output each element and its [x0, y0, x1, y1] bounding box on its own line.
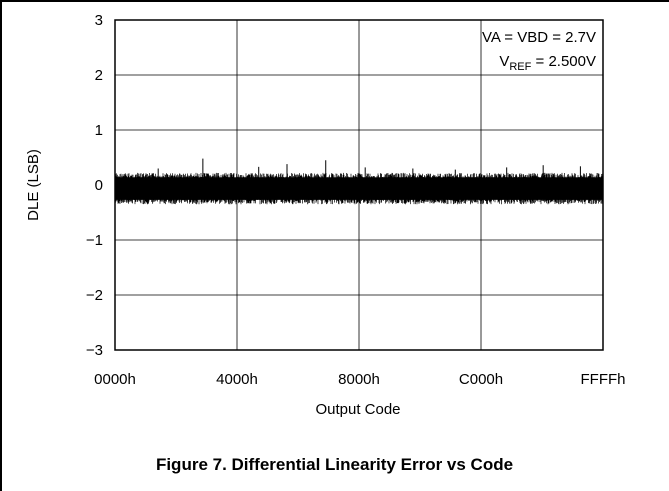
page-frame-top	[0, 0, 669, 2]
y-tick-label: 1	[95, 122, 103, 139]
y-tick-label: −2	[86, 287, 103, 304]
y-tick-label: 0	[95, 177, 103, 194]
y-tick-label: 3	[95, 12, 103, 29]
y-axis-label: DLE (LSB)	[25, 149, 42, 221]
plot-frame	[114, 19, 604, 351]
annotation-vref: VREF = 2.500V	[499, 53, 596, 73]
y-tick-label: −3	[86, 342, 103, 359]
condition-annotation: VA = VBD = 2.7V VREF = 2.500V	[482, 29, 596, 73]
annotation-supply: VA = VBD = 2.7V	[482, 29, 596, 46]
figure-caption: Figure 7. Differential Linearity Error v…	[155, 455, 514, 474]
annotation-vref-subscript: REF	[509, 61, 531, 73]
y-tick-label: 2	[95, 67, 103, 84]
x-tick-label: 0000h	[94, 371, 136, 388]
x-tick-label: FFFFh	[581, 371, 626, 388]
x-tick-labels: 0000h 4000h 8000h C000h FFFFh	[94, 371, 625, 388]
x-tick-label: C000h	[459, 371, 503, 388]
dle-trace-core	[115, 177, 603, 200]
x-tick-label: 4000h	[216, 371, 258, 388]
y-tick-labels: 3 2 1 0 −1 −2 −3	[86, 12, 103, 359]
y-tick-label: −1	[86, 232, 103, 249]
x-tick-label: 8000h	[338, 371, 380, 388]
x-axis-label: Output Code	[315, 401, 400, 418]
page-frame-left	[0, 0, 2, 491]
